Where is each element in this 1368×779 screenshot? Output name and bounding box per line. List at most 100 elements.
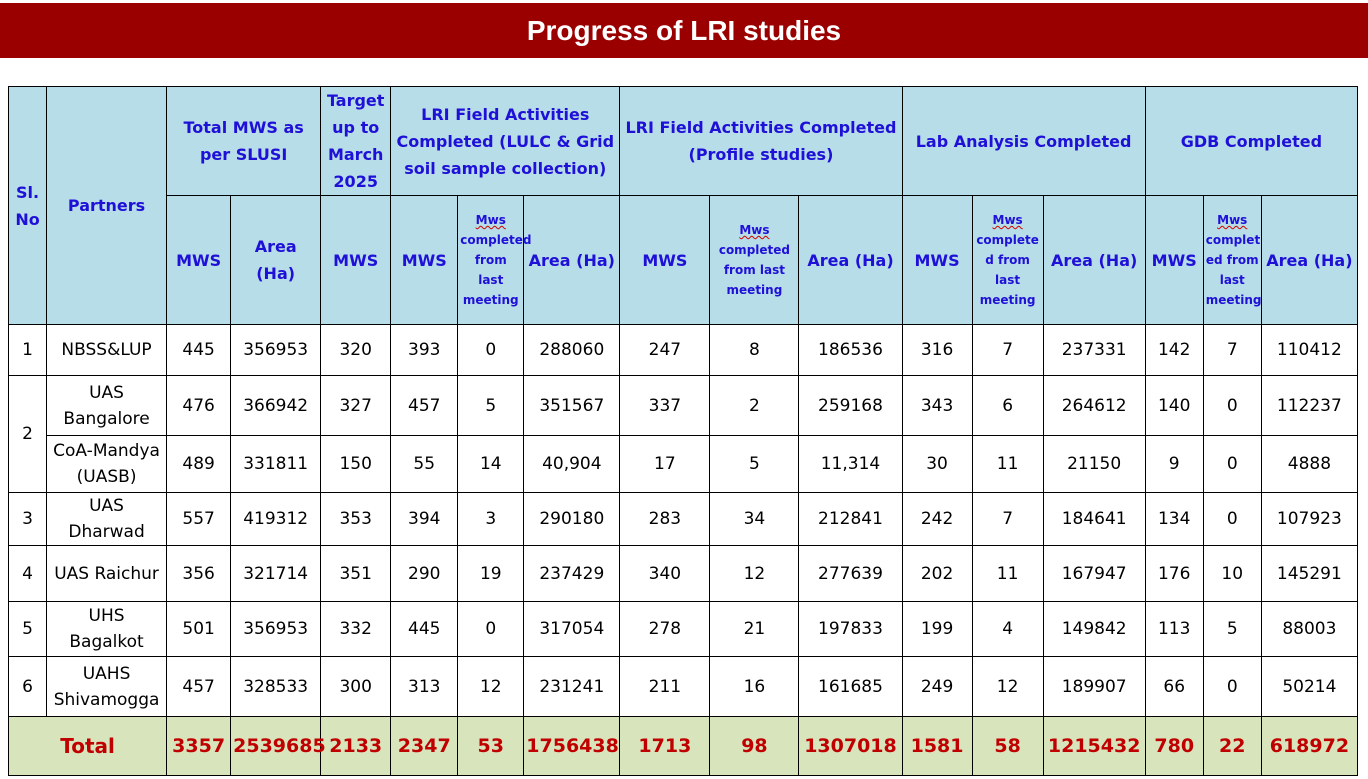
header-partners: Partners bbox=[46, 86, 168, 325]
cell-target: 320 bbox=[320, 324, 392, 376]
cell-mws: 356 bbox=[166, 545, 232, 602]
total-lab-area: 1215432 bbox=[1042, 716, 1146, 776]
cell-mws: 476 bbox=[166, 375, 232, 436]
header-lab-completed-last-text: complete d from last meeting bbox=[976, 233, 1039, 307]
cell-target: 332 bbox=[320, 601, 392, 657]
table-row: 2 UAS Bangalore 476 366942 327 457 5 351… bbox=[7, 375, 1359, 493]
cell-field-mws: 55 bbox=[390, 435, 459, 493]
cell-gdb-mws: 142 bbox=[1144, 324, 1204, 376]
cell-partner: NBSS&LUP bbox=[46, 324, 168, 376]
cell-profile-last: 21 bbox=[709, 601, 800, 657]
cell-profile-last: 5 bbox=[709, 435, 800, 493]
total-field-last: 53 bbox=[457, 716, 525, 776]
cell-field-last: 0 bbox=[457, 601, 525, 657]
cell-partner: CoA-Mandya (UASB) bbox=[46, 435, 168, 493]
header-gdb-completed-last-text: complet ed from last meeting bbox=[1205, 233, 1262, 307]
cell-lab-area: 167947 bbox=[1042, 545, 1146, 602]
cell-area: 419312 bbox=[230, 492, 322, 546]
cell-lab-area: 149842 bbox=[1042, 601, 1146, 657]
cell-lab-mws: 249 bbox=[901, 656, 973, 717]
cell-lab-area: 184641 bbox=[1042, 492, 1146, 546]
header-gdb-mws: MWS bbox=[1144, 195, 1204, 325]
cell-profile-mws: 340 bbox=[619, 545, 711, 602]
cell-profile-last: 34 bbox=[709, 492, 800, 546]
cell-gdb-mws: 66 bbox=[1144, 656, 1204, 717]
header-lab-mws: MWS bbox=[901, 195, 973, 325]
header-profile-area: Area (Ha) bbox=[798, 195, 903, 325]
cell-field-last: 12 bbox=[457, 656, 525, 717]
cell-profile-mws: 211 bbox=[619, 656, 711, 717]
header-gdb-completed-last: Mws complet ed from last meeting bbox=[1202, 195, 1262, 325]
header-target: Target up to March 2025 bbox=[320, 86, 392, 196]
cell-gdb-mws: 134 bbox=[1144, 492, 1204, 546]
header-row-sub: MWS Area (Ha) MWS MWS Mws completed from … bbox=[9, 195, 1359, 325]
cell-field-last: 3 bbox=[457, 492, 525, 546]
cell-lab-last: 11 bbox=[971, 435, 1044, 493]
header-profile-completed-last-mws: Mws bbox=[739, 223, 770, 237]
cell-sl: 2 bbox=[7, 375, 48, 493]
cell-sl: 5 bbox=[7, 601, 48, 657]
cell-target: 327 bbox=[320, 375, 392, 436]
cell-gdb-area: 110412 bbox=[1260, 324, 1359, 376]
cell-lab-mws: 199 bbox=[901, 601, 973, 657]
header-sl-no: Sl. No bbox=[7, 86, 48, 325]
cell-gdb-last: 0 bbox=[1202, 492, 1262, 546]
cell-field-mws: 313 bbox=[390, 656, 459, 717]
progress-table: Sl. No Partners Total MWS as per SLUSI T… bbox=[7, 86, 1359, 776]
total-gdb-last: 22 bbox=[1202, 716, 1262, 776]
cell-lab-last: 11 bbox=[971, 545, 1044, 602]
cell-area: 366942 bbox=[230, 375, 322, 436]
cell-profile-last: 16 bbox=[709, 656, 800, 717]
cell-lab-last: 6 bbox=[971, 375, 1044, 436]
cell-profile-mws: 17 bbox=[619, 435, 711, 493]
cell-gdb-mws: 176 bbox=[1144, 545, 1204, 602]
page-title: Progress of LRI studies bbox=[0, 3, 1368, 58]
header-target-mws: MWS bbox=[320, 195, 392, 325]
cell-lab-mws: 202 bbox=[901, 545, 973, 602]
header-total-mws: Total MWS as per SLUSI bbox=[166, 86, 322, 196]
total-row: Total 3357 2539685 2133 2347 53 1756438 … bbox=[7, 716, 1359, 776]
cell-partner: UAS Raichur bbox=[46, 545, 168, 602]
header-area: Area (Ha) bbox=[230, 195, 322, 325]
total-lab-mws: 1581 bbox=[901, 716, 973, 776]
header-row-groups: Sl. No Partners Total MWS as per SLUSI T… bbox=[7, 86, 1359, 325]
cell-partner: UAHS Shivamogga bbox=[46, 656, 168, 717]
cell-target: 351 bbox=[320, 545, 392, 602]
table-row: 6 UAHS Shivamogga 457 328533 300 313 12 … bbox=[7, 656, 1359, 717]
cell-gdb-area: 112237 bbox=[1260, 375, 1359, 436]
cell-field-area: 40,904 bbox=[523, 435, 621, 493]
cell-lab-last: 7 bbox=[971, 324, 1044, 376]
cell-partner: UAS Bangalore bbox=[46, 375, 168, 436]
cell-field-last: 14 bbox=[457, 435, 525, 493]
cell-field-area: 288060 bbox=[523, 324, 621, 376]
cell-gdb-area: 145291 bbox=[1260, 545, 1359, 602]
table-row: 1 NBSS&LUP 445 356953 320 393 0 288060 2… bbox=[7, 324, 1359, 376]
cell-field-mws: 457 bbox=[390, 375, 459, 436]
cell-lab-area: 264612 bbox=[1042, 375, 1146, 436]
cell-lab-mws: 343 bbox=[901, 375, 973, 436]
cell-target: 150 bbox=[320, 435, 392, 493]
cell-gdb-area: 50214 bbox=[1260, 656, 1359, 717]
cell-lab-area: 189907 bbox=[1042, 656, 1146, 717]
cell-field-area: 351567 bbox=[523, 375, 621, 436]
cell-area: 356953 bbox=[230, 324, 322, 376]
cell-gdb-last: 0 bbox=[1202, 375, 1262, 436]
header-field-lulc: LRI Field Activities Completed (LULC & G… bbox=[390, 86, 621, 196]
cell-partner: UAS Dharwad bbox=[46, 492, 168, 546]
cell-field-last: 19 bbox=[457, 545, 525, 602]
cell-profile-area: 197833 bbox=[798, 601, 903, 657]
cell-gdb-mws: 140 bbox=[1144, 375, 1204, 436]
cell-field-mws: 393 bbox=[390, 324, 459, 376]
cell-lab-last: 7 bbox=[971, 492, 1044, 546]
cell-lab-mws: 30 bbox=[901, 435, 973, 493]
cell-profile-last: 12 bbox=[709, 545, 800, 602]
cell-field-area: 290180 bbox=[523, 492, 621, 546]
total-field-area: 1756438 bbox=[523, 716, 621, 776]
cell-gdb-mws: 113 bbox=[1144, 601, 1204, 657]
total-gdb-mws: 780 bbox=[1144, 716, 1204, 776]
table-row: 5 UHS Bagalkot 501 356953 332 445 0 3170… bbox=[7, 601, 1359, 657]
cell-mws: 445 bbox=[166, 324, 232, 376]
cell-field-mws: 445 bbox=[390, 601, 459, 657]
cell-profile-last: 2 bbox=[709, 375, 800, 436]
total-area: 2539685 bbox=[230, 716, 326, 776]
